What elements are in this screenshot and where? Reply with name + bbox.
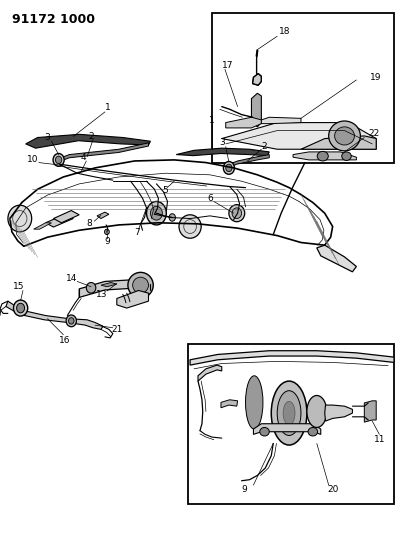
Ellipse shape <box>335 127 354 145</box>
Text: 22: 22 <box>369 129 380 138</box>
Ellipse shape <box>134 280 143 291</box>
Ellipse shape <box>229 205 245 222</box>
Polygon shape <box>253 74 261 85</box>
Ellipse shape <box>260 427 269 436</box>
Polygon shape <box>261 117 301 124</box>
Bar <box>212 13 394 163</box>
Ellipse shape <box>17 303 25 313</box>
Text: 15: 15 <box>13 282 25 291</box>
Text: 91172 1000: 91172 1000 <box>12 13 95 26</box>
Text: 9: 9 <box>105 238 110 246</box>
Polygon shape <box>248 381 261 424</box>
Polygon shape <box>34 223 51 229</box>
Text: 21: 21 <box>112 325 123 334</box>
Polygon shape <box>224 155 269 169</box>
Text: 17: 17 <box>222 61 234 69</box>
Ellipse shape <box>307 395 327 427</box>
Ellipse shape <box>271 381 307 445</box>
Text: 19: 19 <box>370 73 382 82</box>
Text: 3: 3 <box>45 133 50 142</box>
Polygon shape <box>293 152 356 160</box>
Ellipse shape <box>223 161 234 174</box>
Polygon shape <box>325 405 352 421</box>
Ellipse shape <box>169 214 175 221</box>
Text: 4: 4 <box>80 153 86 161</box>
Ellipse shape <box>246 376 263 429</box>
Polygon shape <box>221 400 238 408</box>
Ellipse shape <box>283 401 295 425</box>
Polygon shape <box>55 143 148 163</box>
Ellipse shape <box>150 206 162 220</box>
Ellipse shape <box>147 201 166 225</box>
Text: 2: 2 <box>261 142 267 150</box>
Ellipse shape <box>13 300 28 316</box>
Ellipse shape <box>308 427 318 436</box>
Polygon shape <box>190 351 394 365</box>
Polygon shape <box>317 245 356 272</box>
Text: 5: 5 <box>163 187 168 195</box>
Ellipse shape <box>317 151 328 161</box>
Ellipse shape <box>55 156 62 164</box>
Polygon shape <box>176 148 269 156</box>
Ellipse shape <box>232 208 242 219</box>
Polygon shape <box>226 117 261 128</box>
Text: 11: 11 <box>374 435 386 444</box>
Text: 3: 3 <box>219 138 225 147</box>
Ellipse shape <box>8 205 32 232</box>
Ellipse shape <box>69 318 74 324</box>
Text: 9: 9 <box>242 485 248 494</box>
Polygon shape <box>117 290 148 308</box>
Ellipse shape <box>86 282 96 293</box>
Text: 1: 1 <box>105 103 110 112</box>
Ellipse shape <box>53 154 64 166</box>
Text: 7: 7 <box>134 229 140 237</box>
Text: 10: 10 <box>27 156 38 164</box>
Polygon shape <box>222 123 376 149</box>
Text: 14: 14 <box>67 274 78 282</box>
Polygon shape <box>301 136 376 149</box>
Polygon shape <box>6 301 103 329</box>
Polygon shape <box>101 282 117 287</box>
Polygon shape <box>253 424 321 434</box>
Ellipse shape <box>342 152 351 160</box>
Text: 1: 1 <box>209 116 215 125</box>
Polygon shape <box>46 214 73 227</box>
Ellipse shape <box>226 164 232 172</box>
Ellipse shape <box>133 277 148 293</box>
Text: 18: 18 <box>279 28 291 36</box>
Ellipse shape <box>329 121 360 151</box>
Text: 13: 13 <box>96 290 108 298</box>
Bar <box>188 344 394 504</box>
Text: 8: 8 <box>86 220 92 228</box>
Text: 20: 20 <box>327 485 338 494</box>
Polygon shape <box>26 134 150 148</box>
Ellipse shape <box>179 215 201 238</box>
Polygon shape <box>198 365 222 381</box>
Polygon shape <box>364 401 376 422</box>
Polygon shape <box>97 212 109 219</box>
Ellipse shape <box>277 391 301 435</box>
Ellipse shape <box>66 315 76 327</box>
Polygon shape <box>251 93 261 127</box>
Text: 16: 16 <box>59 336 71 344</box>
Text: 6: 6 <box>207 194 213 203</box>
Ellipse shape <box>105 229 109 235</box>
Ellipse shape <box>128 272 153 298</box>
Text: 2: 2 <box>88 132 94 141</box>
Polygon shape <box>79 279 150 297</box>
Polygon shape <box>53 211 79 223</box>
